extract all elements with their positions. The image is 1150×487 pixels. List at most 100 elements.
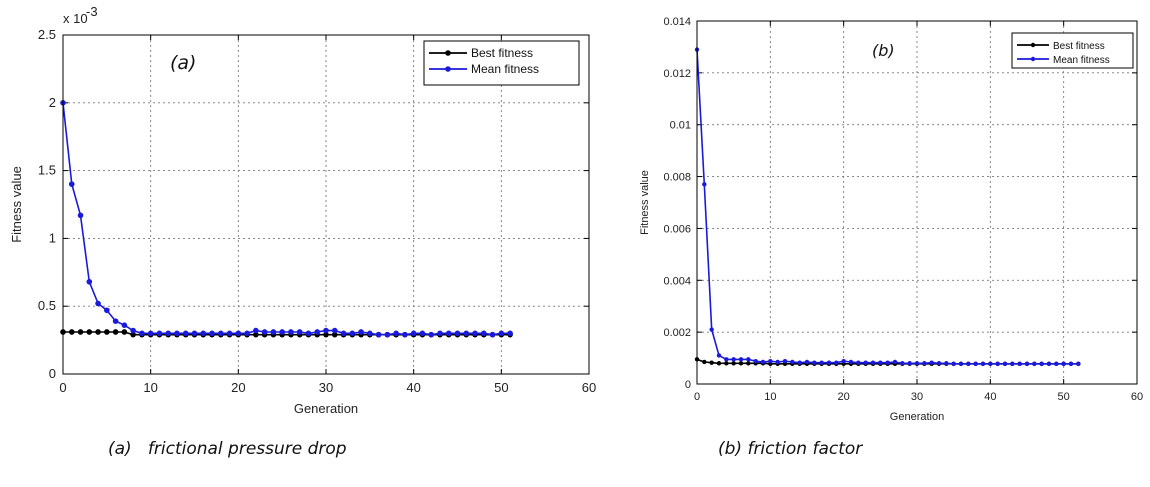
legend-entry: Best fitness <box>1053 41 1105 52</box>
data-point <box>244 330 250 337</box>
data-point <box>428 331 435 338</box>
data-point <box>375 331 382 338</box>
legend-marker <box>1030 56 1036 62</box>
data-point <box>731 361 736 366</box>
data-point <box>1024 361 1030 366</box>
data-point <box>182 330 189 337</box>
data-point <box>481 330 487 337</box>
data-point <box>863 360 868 365</box>
data-point <box>200 330 207 337</box>
legend-marker <box>445 66 451 72</box>
y-tick-label: 0.014 <box>663 16 691 28</box>
data-point <box>130 327 136 334</box>
data-point <box>68 181 75 187</box>
data-point <box>760 359 766 365</box>
data-point <box>914 361 920 366</box>
data-point <box>454 330 461 337</box>
data-point <box>951 361 956 366</box>
data-point <box>472 330 478 337</box>
data-point <box>253 327 259 334</box>
data-point <box>279 329 285 335</box>
data-point <box>112 318 119 324</box>
y-axis-label: Fitness value <box>639 170 651 235</box>
data-point <box>856 360 861 365</box>
data-point <box>892 359 898 365</box>
data-point <box>296 329 303 335</box>
y-tick-label: 0.012 <box>663 68 691 80</box>
data-point <box>1017 361 1022 366</box>
data-point <box>340 330 347 337</box>
data-point <box>709 327 714 332</box>
data-point <box>384 331 391 338</box>
data-point <box>819 360 824 365</box>
data-point <box>156 330 163 337</box>
data-point <box>1002 361 1008 366</box>
data-point <box>1076 361 1081 366</box>
data-point <box>929 360 934 365</box>
data-point <box>323 331 329 338</box>
data-point <box>498 330 505 337</box>
data-point <box>1039 361 1044 366</box>
data-point <box>270 329 277 335</box>
data-point <box>804 359 810 365</box>
x-tick-label: 0 <box>694 391 700 403</box>
data-point <box>147 330 154 337</box>
data-point <box>367 330 373 337</box>
data-point <box>782 358 788 364</box>
data-point <box>463 330 470 337</box>
data-point <box>165 330 171 337</box>
data-point <box>402 331 408 338</box>
data-point <box>797 360 802 365</box>
grid <box>63 35 589 374</box>
x-tick-label: 10 <box>143 380 157 395</box>
data-point <box>77 212 84 219</box>
data-point <box>702 182 707 187</box>
y-tick-label: 0.008 <box>663 172 691 184</box>
data-point <box>130 331 136 338</box>
data-point <box>253 331 259 338</box>
data-point <box>841 358 846 364</box>
x-tick-label: 30 <box>911 391 923 403</box>
data-point <box>86 278 93 285</box>
legend: Best fitness Mean fitness <box>423 40 580 86</box>
data-point <box>812 360 817 365</box>
data-point <box>349 330 356 337</box>
y-tick-label: 0.004 <box>663 275 691 287</box>
x-tick-label: 60 <box>1131 391 1143 403</box>
data-point <box>790 359 795 365</box>
data-point <box>922 361 927 366</box>
data-point <box>966 361 971 366</box>
panel-label: (b) <box>872 41 895 60</box>
x-tick-label: 20 <box>838 391 850 403</box>
data-point <box>112 329 119 335</box>
data-point <box>1061 361 1066 366</box>
data-point <box>314 329 321 335</box>
data-point <box>393 330 399 337</box>
data-point <box>826 360 832 365</box>
y-axis-label: Fitness value <box>9 166 24 243</box>
x-tick-label: 20 <box>231 380 245 395</box>
y-tick-label: 2 <box>49 95 56 110</box>
y-axis-multiplier-exponent: -3 <box>86 4 98 19</box>
x-tick-label: 60 <box>582 380 596 395</box>
axes-frame <box>62 34 590 375</box>
data-point <box>731 357 736 362</box>
data-point <box>288 329 294 335</box>
data-point <box>702 359 707 365</box>
data-point <box>95 329 101 335</box>
data-point <box>885 360 890 365</box>
data-point <box>738 361 744 366</box>
y-tick-label: 0.01 <box>670 120 691 132</box>
data-point <box>104 329 110 335</box>
data-point <box>944 361 949 366</box>
data-point <box>900 361 905 366</box>
data-point <box>907 361 912 366</box>
legend: Best fitness Mean fitness <box>1011 32 1134 69</box>
caption-a: (a) frictional pressure drop <box>108 439 347 459</box>
legend-entry: Best fitness <box>471 46 533 60</box>
data-point <box>1032 361 1037 366</box>
y-tick-label: 1.5 <box>38 163 56 178</box>
legend-box <box>423 40 580 86</box>
data-point <box>331 331 338 338</box>
